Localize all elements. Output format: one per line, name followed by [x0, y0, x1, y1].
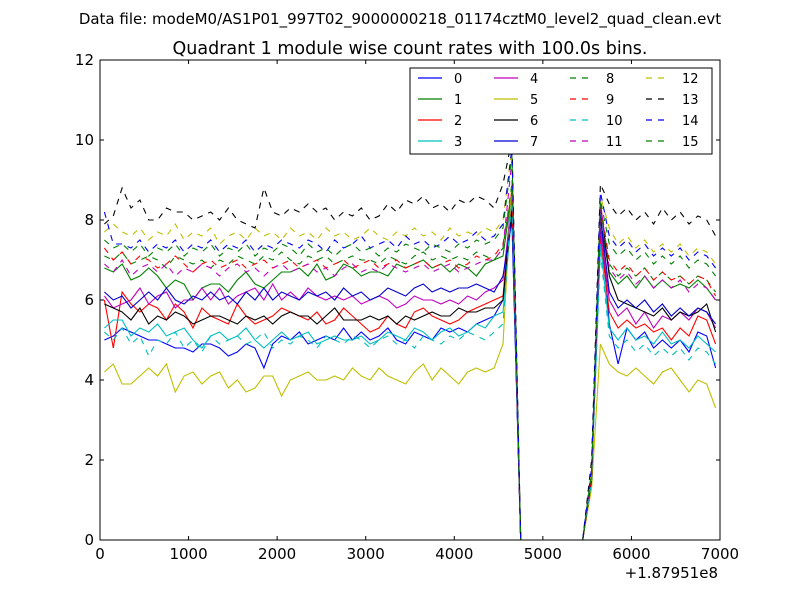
series-line-1: [104, 191, 717, 540]
series-layer: [103, 139, 717, 540]
y-tick-label: 8: [84, 211, 94, 229]
legend-label-0: 0: [454, 72, 462, 87]
series-line-12: [104, 147, 717, 540]
y-tick-label: 12: [75, 51, 94, 69]
legend-label-2: 2: [454, 114, 462, 129]
y-tick-label: 2: [84, 451, 94, 469]
x-tick-label: 5000: [524, 545, 562, 563]
x-tick-label: 0: [95, 545, 105, 563]
x-tick-label: 6000: [612, 545, 650, 563]
legend-label-3: 3: [454, 135, 462, 150]
series-line-9: [103, 191, 717, 540]
chart-title: Quadrant 1 module wise count rates with …: [173, 39, 648, 59]
series-line-5: [104, 179, 717, 540]
legend-label-6: 6: [530, 114, 538, 129]
legend-label-9: 9: [606, 93, 614, 108]
legend-label-5: 5: [530, 93, 538, 108]
series-line-0: [104, 187, 717, 540]
x-tick-label: 7000: [701, 545, 739, 563]
series-line-7: [104, 215, 717, 540]
legend-label-13: 13: [682, 93, 699, 108]
legend-box: [409, 67, 713, 155]
y-tick-label: 10: [75, 131, 94, 149]
series-line-13: [104, 139, 717, 540]
legend-label-14: 14: [682, 114, 699, 129]
series-line-11: [104, 159, 717, 540]
x-tick-label: 3000: [347, 545, 385, 563]
x-tick-label: 2000: [258, 545, 296, 563]
legend-label-8: 8: [606, 72, 614, 87]
y-tick-label: 6: [84, 291, 94, 309]
series-line-10: [104, 195, 717, 540]
series-line-15: [104, 155, 717, 540]
legend-label-11: 11: [606, 135, 623, 150]
chart-suptitle: Data file: modeM0/AS1P01_997T02_90000002…: [79, 10, 721, 29]
x-tick-label: 1000: [169, 545, 207, 563]
legend-label-15: 15: [682, 135, 699, 150]
y-tick-label: 4: [84, 371, 94, 389]
legend-label-10: 10: [606, 114, 623, 129]
series-line-4: [103, 199, 717, 540]
series-line-3: [104, 211, 716, 540]
x-tick-label: 4000: [435, 545, 473, 563]
legend-label-12: 12: [682, 72, 699, 87]
series-line-8: [104, 183, 717, 540]
legend-label-7: 7: [530, 135, 538, 150]
y-tick-label: 0: [84, 531, 94, 549]
legend-label-4: 4: [530, 72, 538, 87]
x-offset-label: +1.87951e8: [625, 564, 718, 582]
series-line-6: [104, 203, 717, 540]
series-line-14: [103, 147, 717, 540]
series-line-2: [103, 203, 717, 540]
legend-label-1: 1: [454, 93, 462, 108]
